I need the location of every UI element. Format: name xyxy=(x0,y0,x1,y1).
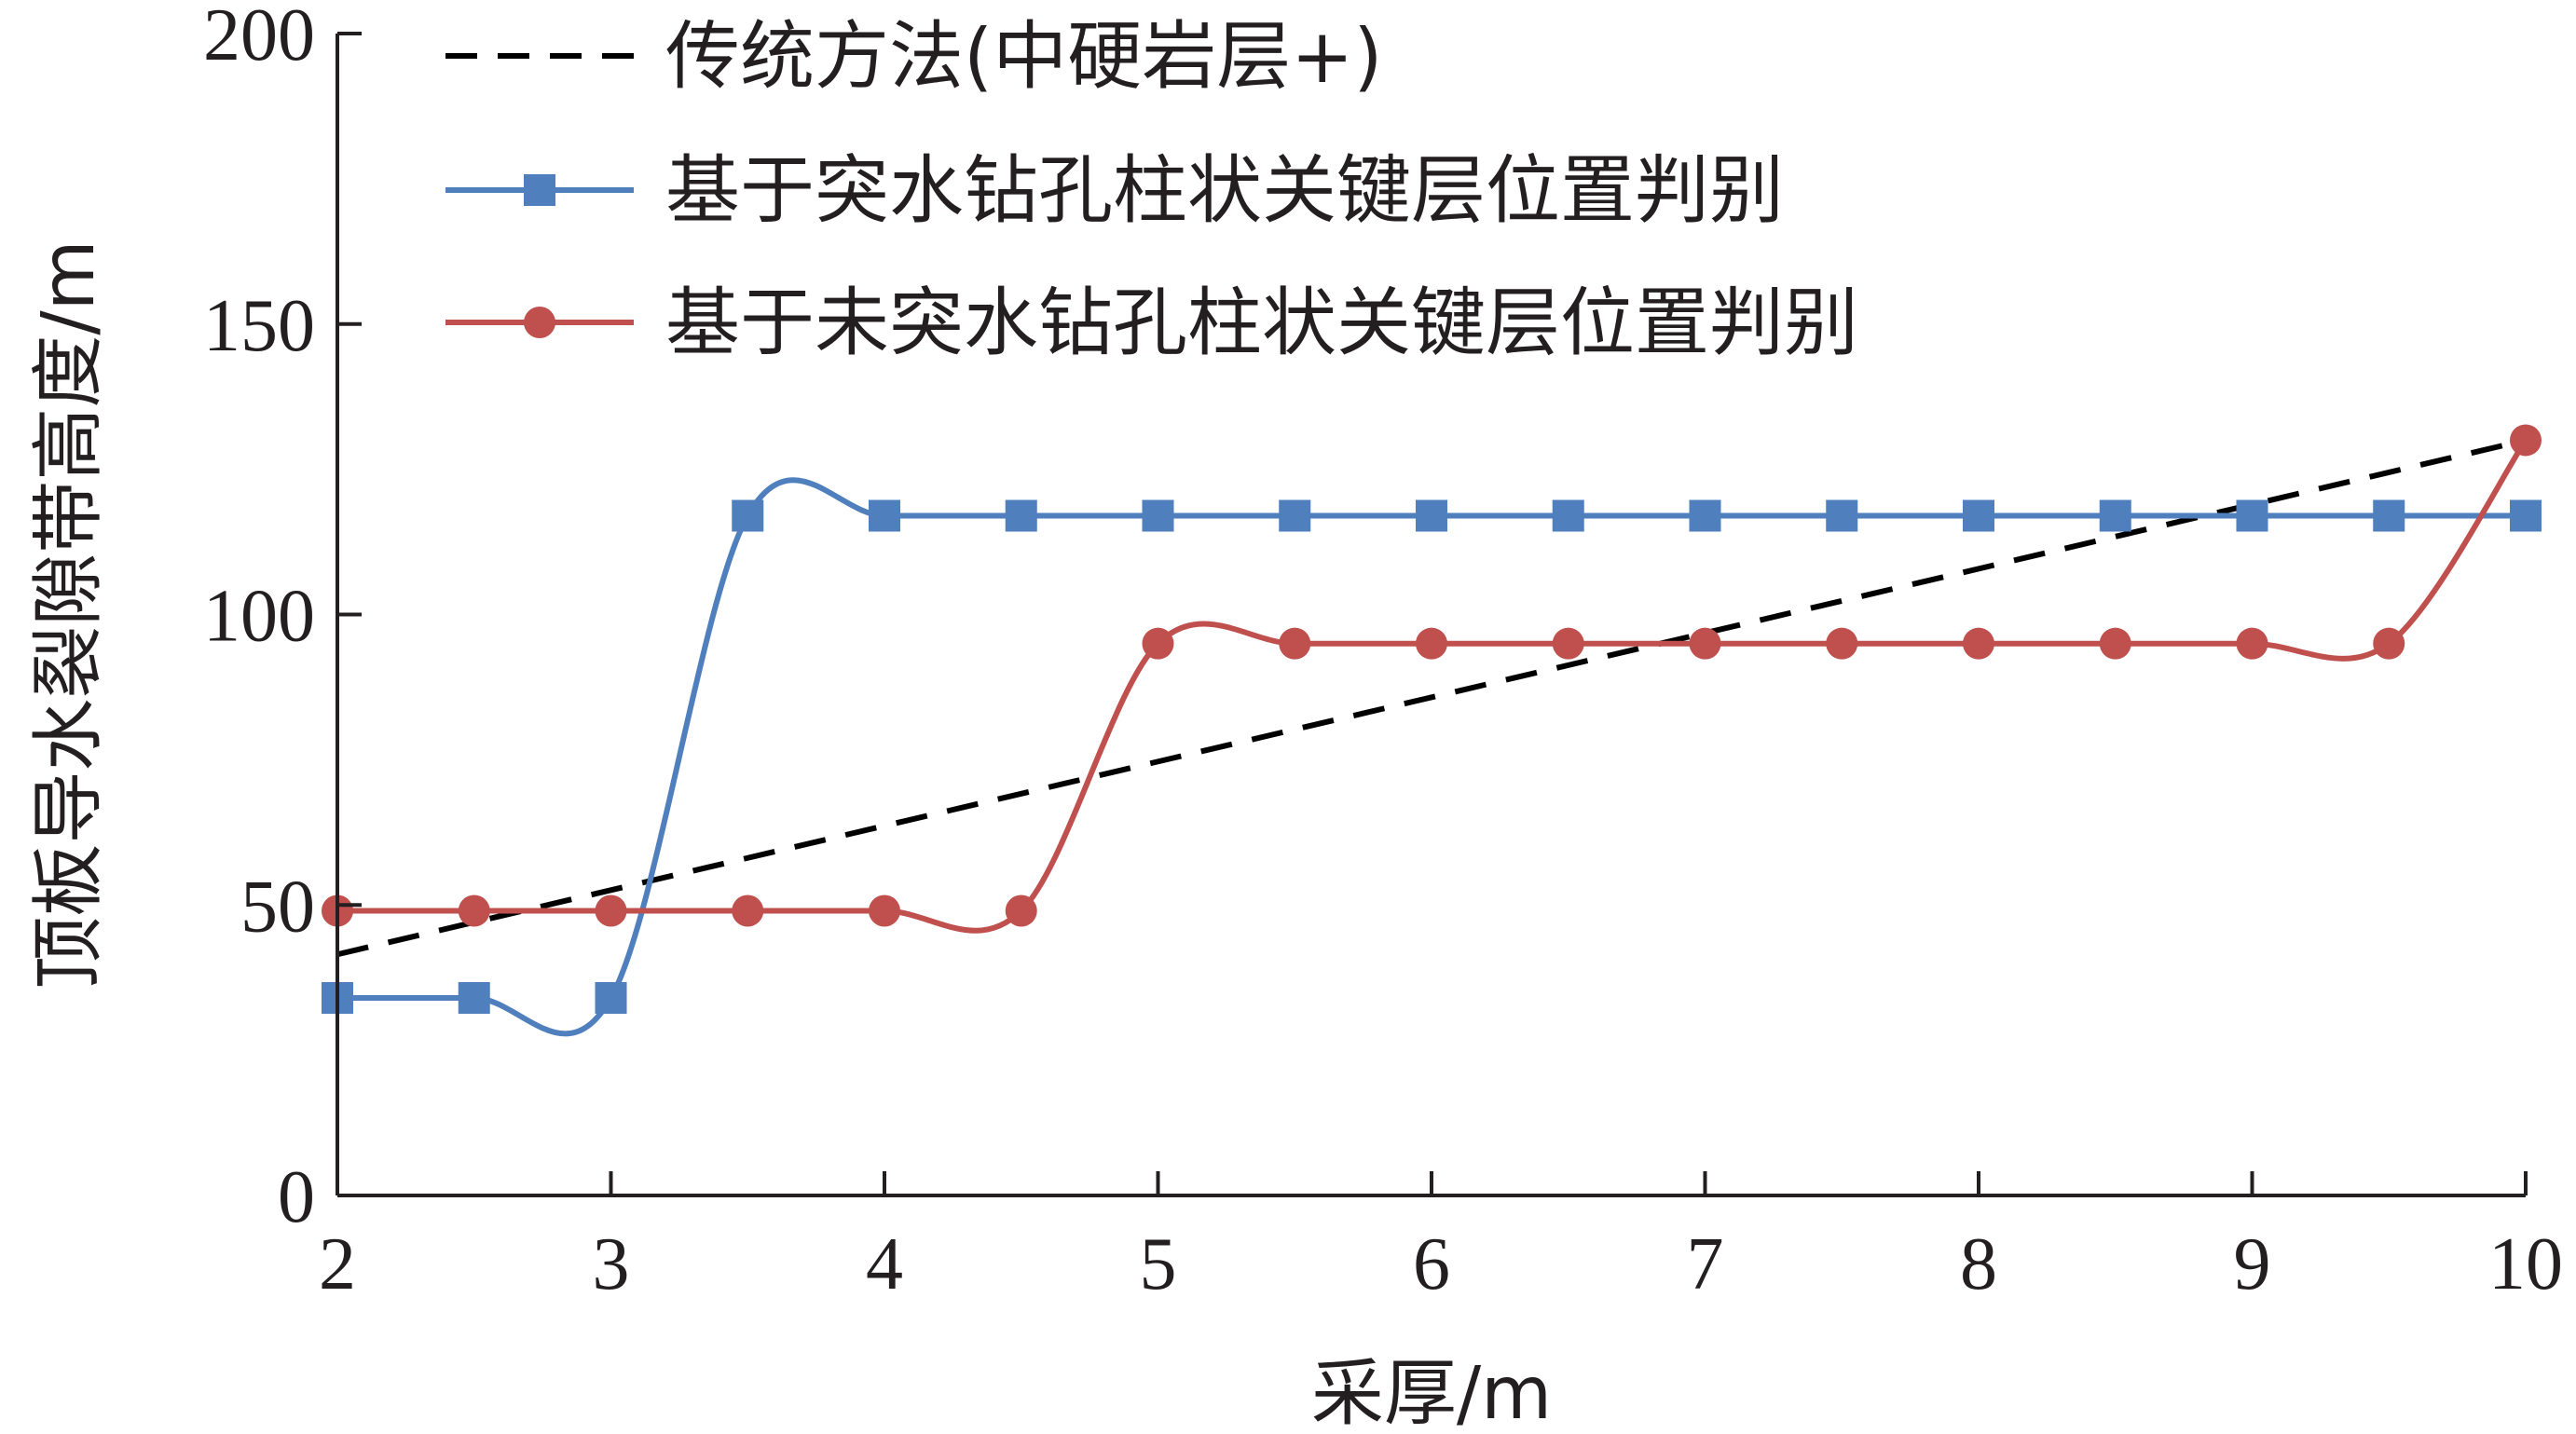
y-tick-label: 100 xyxy=(203,576,315,658)
legend-label: 基于突水钻孔柱状关键层位置判别 xyxy=(665,147,1784,234)
y-tick-label: 0 xyxy=(278,1156,315,1238)
data-point-circle xyxy=(595,895,627,927)
data-point-square xyxy=(1142,499,1174,532)
x-tick-label: 5 xyxy=(1140,1223,1177,1305)
data-point-square xyxy=(869,499,900,532)
data-point-circle xyxy=(1552,627,1584,660)
data-point-circle xyxy=(2236,627,2268,660)
data-point-circle xyxy=(2510,424,2542,457)
x-tick-label: 3 xyxy=(593,1223,630,1305)
data-point-circle xyxy=(1142,627,1174,660)
axes: 0 50 100 150 200 2 3 4 5 6 7 8 9 10 xyxy=(203,0,2563,1305)
x-tick-label: 8 xyxy=(1960,1223,1997,1305)
data-point-circle xyxy=(1826,627,1858,660)
legend-label: 基于未突水钻孔柱状关键层位置判别 xyxy=(665,280,1858,366)
data-point-circle xyxy=(1005,895,1037,927)
legend: 传统方法(中硬岩层+) 基于突水钻孔柱状关键层位置判别基于未突水钻孔柱状关键层位置… xyxy=(445,13,1858,366)
data-point-square xyxy=(1963,499,1994,532)
data-point-square xyxy=(2099,499,2131,532)
data-point-square xyxy=(595,982,627,1015)
y-tick-label: 50 xyxy=(240,866,315,948)
series-line-traditional xyxy=(336,437,2527,958)
data-point-square xyxy=(1826,499,1858,532)
data-point-circle xyxy=(2099,627,2131,660)
x-tick-label: 4 xyxy=(866,1223,903,1305)
data-point-square xyxy=(2373,499,2405,532)
data-point-circle xyxy=(1279,627,1311,660)
data-point-circle xyxy=(2373,627,2405,660)
legend-label: 传统方法(中硬岩层+) xyxy=(665,13,1382,100)
data-point-circle xyxy=(1416,627,1447,660)
data-point-circle xyxy=(869,895,900,927)
y-tick-label: 200 xyxy=(203,0,315,76)
data-point-square xyxy=(1689,499,1721,532)
data-point-circle xyxy=(732,895,764,927)
data-point-square xyxy=(732,499,764,532)
x-tick-label: 9 xyxy=(2234,1223,2271,1305)
y-tick-label: 150 xyxy=(203,285,315,367)
x-tick-label: 2 xyxy=(319,1223,356,1305)
legend-marker-circle xyxy=(524,307,555,338)
x-tick-label: 10 xyxy=(2488,1223,2563,1305)
data-point-square xyxy=(1005,499,1037,532)
data-point-square xyxy=(2236,499,2268,532)
data-point-square xyxy=(1552,499,1584,532)
data-point-square xyxy=(2510,499,2542,532)
y-axis-title: 顶板导水裂隙带高度/m xyxy=(27,239,111,989)
data-point-square xyxy=(1416,499,1447,532)
data-point-square xyxy=(458,982,490,1015)
x-tick-label: 6 xyxy=(1413,1223,1450,1305)
x-tick-label: 7 xyxy=(1687,1223,1724,1305)
legend-marker-square xyxy=(524,174,555,206)
data-point-circle xyxy=(458,895,490,927)
series-line-water-inrush xyxy=(337,477,2527,1037)
plot-area xyxy=(322,424,2542,1037)
data-point-square xyxy=(1279,499,1311,532)
x-axis-title: 采厚/m xyxy=(1311,1352,1552,1434)
data-point-circle xyxy=(1689,627,1721,660)
data-point-circle xyxy=(1963,627,1994,660)
